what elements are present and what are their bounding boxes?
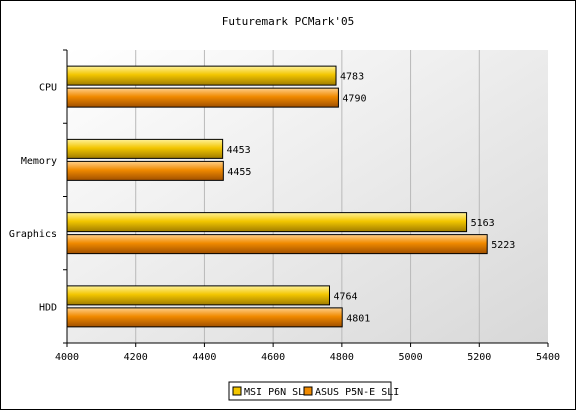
data-label-graphics-series-0: 5163 — [471, 218, 495, 229]
bar-memory-series-0 — [66, 138, 224, 159]
bar-cpu-series-1 — [66, 87, 339, 108]
legend-label-0: MSI P6N SLI — [244, 387, 310, 398]
bar-hdd-series-0 — [66, 285, 330, 306]
category-label-graphics: Graphics — [9, 229, 57, 240]
bar-memory-series-1 — [66, 160, 224, 181]
legend-swatch-0 — [232, 386, 242, 396]
category-labels: CPU Memory Graphics HDD — [9, 83, 57, 314]
x-tick-label-4800: 4800 — [330, 352, 354, 363]
axes-group — [63, 49, 548, 344]
x-tick-label-4600: 4600 — [261, 352, 285, 363]
data-label-hdd-series-1: 4801 — [346, 313, 370, 324]
x-tick-label-5400: 5400 — [536, 352, 560, 363]
x-tick-label-4000: 4000 — [55, 352, 79, 363]
x-tick-label-5000: 5000 — [399, 352, 423, 363]
data-label-cpu-series-1: 4790 — [342, 94, 366, 105]
data-label-memory-series-1: 4455 — [227, 167, 251, 178]
data-label-hdd-series-0: 4764 — [333, 291, 357, 302]
bar-cpu-series-0 — [66, 65, 337, 86]
bars-group: 4783 4790 4453 4455 5163 5223 4764 4801 — [66, 65, 515, 328]
x-tick-label-5200: 5200 — [467, 352, 491, 363]
bar-hdd-series-1 — [66, 307, 343, 328]
category-label-cpu: CPU — [39, 83, 57, 94]
legend: MSI P6N SLI ASUS P5N-E SLI — [228, 381, 399, 401]
chart-title: Futuremark PCMark'05 — [222, 15, 354, 28]
category-label-memory: Memory — [21, 156, 57, 167]
x-tick-label-4200: 4200 — [124, 352, 148, 363]
x-tick-labels: 4000 4200 4400 4600 4800 5000 5200 5400 — [55, 343, 560, 363]
legend-label-1: ASUS P5N-E SLI — [315, 387, 399, 398]
data-label-graphics-series-1: 5223 — [491, 240, 515, 251]
bar-graphics-series-1 — [66, 234, 488, 255]
data-label-memory-series-0: 4453 — [227, 145, 251, 156]
x-tick-label-4400: 4400 — [192, 352, 216, 363]
category-label-hdd: HDD — [39, 302, 57, 313]
bar-graphics-series-0 — [66, 212, 468, 233]
legend-swatch-1 — [303, 386, 313, 396]
data-label-cpu-series-0: 4783 — [340, 72, 364, 83]
